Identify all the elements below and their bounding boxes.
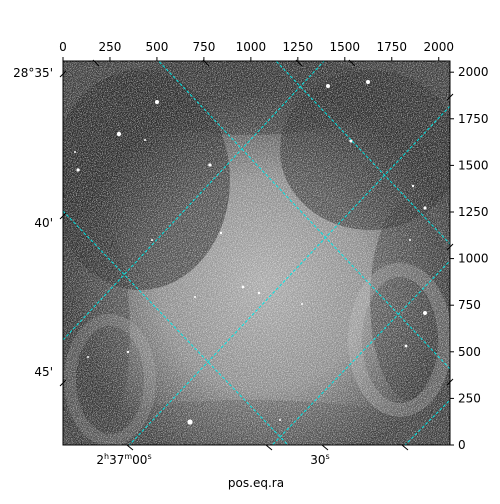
star-1 [116,131,122,137]
top-tick-label-5: 1250 [283,40,314,54]
grid-line-0 [63,210,289,445]
dec-label-2: 45' [34,365,53,379]
wcs-tick-10 [401,444,409,451]
right-tick-label-5: 1250 [458,205,489,219]
top-tick-label-6: 1500 [330,40,361,54]
wcs-tick-4 [202,59,210,67]
right-tick-label-2: 500 [458,345,481,359]
sky-image [63,61,450,445]
star-10 [241,285,245,289]
dec-label-0: 28°35' [13,66,53,80]
top-tick-label-4: 1000 [236,40,267,54]
star-19 [151,239,153,241]
right-tick-label-8: 2000 [458,65,489,79]
wcs-tick-6 [348,59,356,67]
star-3 [366,80,370,84]
top-axis: 0 250 500 750 1000 1250 1500 1750 2000 [59,40,454,61]
star-7 [423,206,427,210]
star-16 [404,344,408,348]
top-tick-label-8: 2000 [423,40,454,54]
star-13 [194,296,196,298]
top-tick-label-7: 1750 [376,40,407,54]
ra-label-0: 2h37m00s [96,452,151,467]
grid-line-2 [275,61,450,245]
star-23 [279,419,281,421]
grid-line-3 [63,61,325,341]
ra-label-1: 30s [310,452,329,467]
world-coordinate-ticks [59,59,454,451]
star-4 [349,139,353,143]
dec-label-1: 40' [34,216,53,230]
star-6 [76,168,80,172]
right-tick-label-0: 0 [458,438,466,452]
top-tick-label-0: 0 [59,40,67,54]
wcs-tick-9 [321,444,329,451]
wcs-tick-0 [59,70,67,78]
wcs-tick-8 [265,444,273,451]
star-9 [219,231,223,235]
right-tick-label-7: 1750 [458,112,489,126]
star-22 [74,151,76,153]
wcs-tick-1 [59,212,67,220]
right-tick-label-6: 1500 [458,158,489,172]
star-15 [126,350,130,354]
star-18 [87,356,89,358]
star-12 [301,303,303,305]
wcs-tick-7 [126,444,134,451]
star-20 [409,239,411,241]
right-tick-label-1: 250 [458,391,481,405]
right-tick-label-4: 1000 [458,252,489,266]
top-tick-label-2: 500 [145,40,168,54]
star-14 [423,311,427,315]
wcs-tick-3 [92,59,100,67]
star-11 [257,291,261,295]
top-tick-label-1: 250 [99,40,122,54]
right-axis: 0 250 500 750 1000 1250 1500 1750 2000 [450,65,489,452]
star-5 [208,163,212,167]
star-2 [326,84,330,88]
star-0 [155,100,159,104]
wcs-tick-5 [295,59,303,67]
wcs-tick-2 [59,379,67,387]
plot-frame [62,60,451,446]
star-8 [411,184,415,188]
right-tick-label-3: 750 [458,298,481,312]
stars [74,80,427,425]
wcs-tick-12 [446,243,454,251]
star-17 [187,419,193,425]
wcs-tick-13 [446,378,454,386]
top-tick-label-3: 750 [192,40,215,54]
grid-line-4 [128,105,450,445]
coordinate-grid [63,61,450,445]
grid-line-1 [157,61,450,370]
star-21 [144,139,146,141]
x-axis-label: pos.eq.ra [228,476,284,490]
wcs-tick-11 [446,93,454,101]
